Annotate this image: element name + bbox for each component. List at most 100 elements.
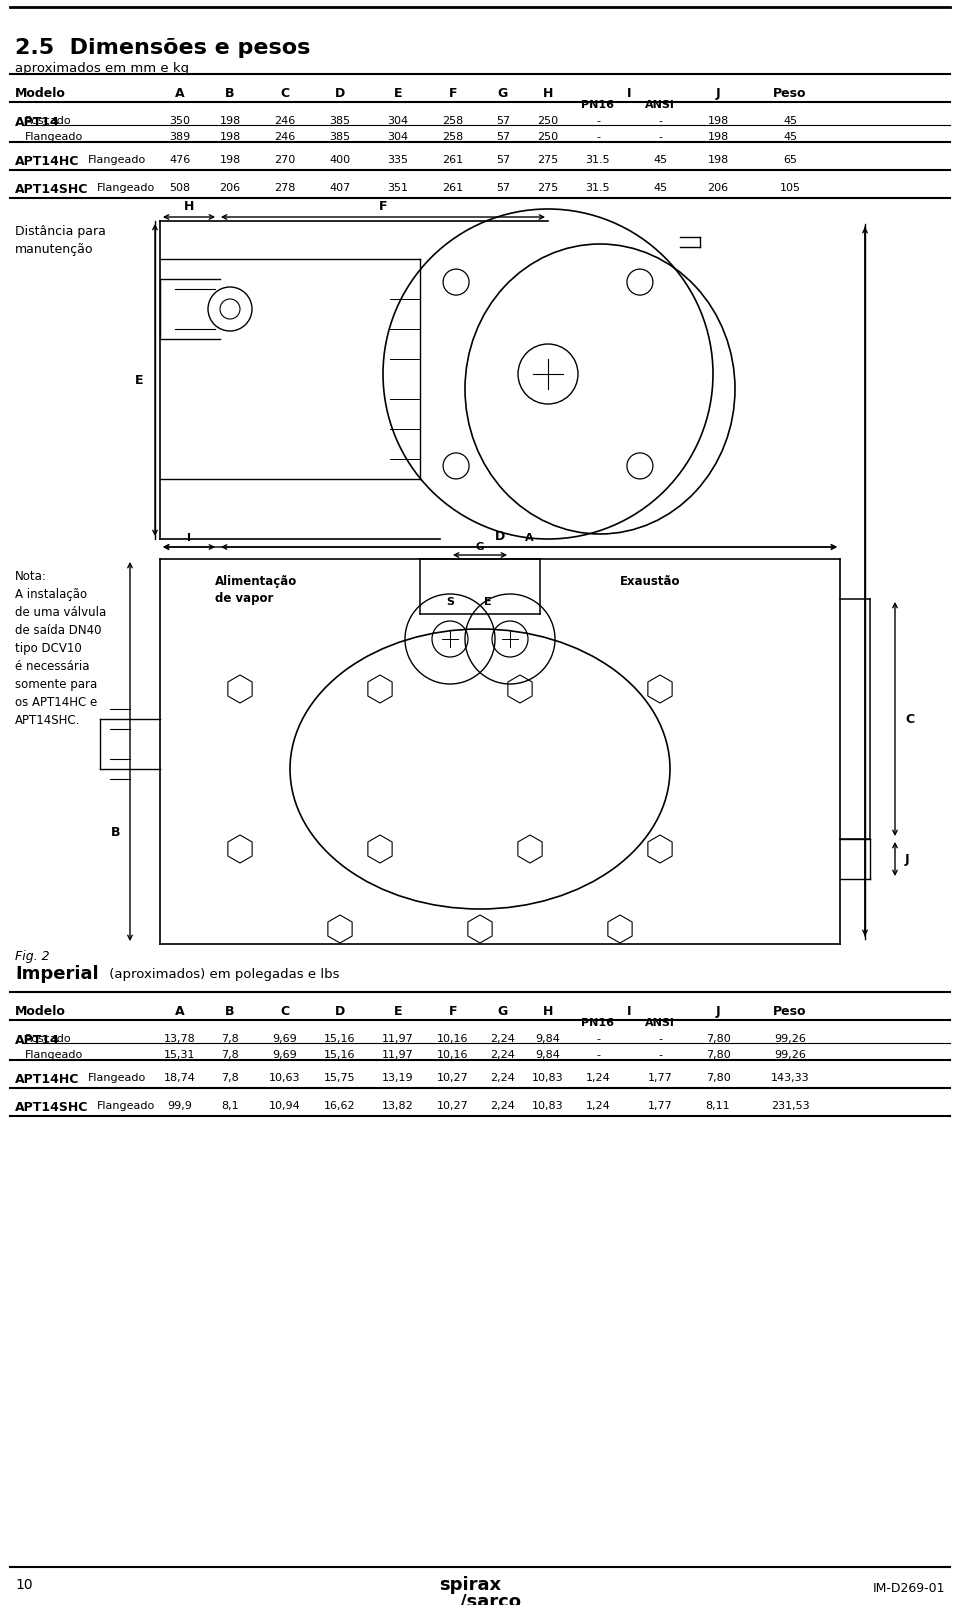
Text: H: H: [542, 87, 553, 100]
Text: 15,16: 15,16: [324, 1034, 356, 1043]
Text: -: -: [658, 1034, 662, 1043]
Text: 45: 45: [783, 132, 797, 141]
Text: 15,31: 15,31: [164, 1050, 196, 1059]
Text: 2,24: 2,24: [491, 1050, 516, 1059]
Text: F: F: [448, 87, 457, 100]
Text: APT14SHC: APT14SHC: [15, 1101, 88, 1114]
Text: 7,80: 7,80: [706, 1072, 731, 1082]
Text: 198: 198: [220, 132, 241, 141]
Text: 275: 275: [538, 183, 559, 193]
Text: 9,84: 9,84: [536, 1034, 561, 1043]
Text: I: I: [187, 533, 191, 542]
Text: 9,69: 9,69: [273, 1050, 298, 1059]
Text: 10,83: 10,83: [532, 1101, 564, 1111]
Text: B: B: [226, 1005, 235, 1018]
Text: H: H: [183, 201, 194, 213]
Text: Exaustão: Exaustão: [620, 575, 681, 587]
Text: Flangeado: Flangeado: [97, 1101, 156, 1111]
Text: Roscado: Roscado: [25, 116, 72, 125]
Text: 57: 57: [496, 132, 510, 141]
Text: Peso: Peso: [773, 1005, 806, 1018]
Text: PN16: PN16: [582, 100, 614, 109]
Text: 270: 270: [275, 156, 296, 165]
Text: 7,80: 7,80: [706, 1034, 731, 1043]
Text: 385: 385: [329, 116, 350, 125]
Text: 385: 385: [329, 132, 350, 141]
Text: J: J: [905, 852, 910, 867]
Text: Flangeado: Flangeado: [88, 156, 146, 165]
Text: F: F: [379, 201, 387, 213]
Text: 99,26: 99,26: [774, 1050, 806, 1059]
Text: 9,84: 9,84: [536, 1050, 561, 1059]
Text: 1,24: 1,24: [586, 1072, 611, 1082]
Text: 143,33: 143,33: [771, 1072, 809, 1082]
Text: Peso: Peso: [773, 87, 806, 100]
Text: 16,62: 16,62: [324, 1101, 356, 1111]
Text: A: A: [175, 87, 185, 100]
Text: APT14SHC: APT14SHC: [15, 183, 88, 196]
Text: 304: 304: [388, 116, 409, 125]
Text: Fig. 2: Fig. 2: [15, 950, 50, 963]
Text: 198: 198: [220, 156, 241, 165]
Text: 275: 275: [538, 156, 559, 165]
Text: -: -: [658, 116, 662, 125]
Text: 10,16: 10,16: [437, 1050, 468, 1059]
Text: -: -: [658, 1050, 662, 1059]
Text: 9,69: 9,69: [273, 1034, 298, 1043]
Text: Distância para
manutenção: Distância para manutenção: [15, 225, 106, 255]
Text: ANSI: ANSI: [645, 100, 675, 109]
Text: 57: 57: [496, 156, 510, 165]
Text: 1,77: 1,77: [648, 1101, 672, 1111]
Text: 7,8: 7,8: [221, 1050, 239, 1059]
Text: 11,97: 11,97: [382, 1050, 414, 1059]
Text: Roscado: Roscado: [25, 1034, 72, 1043]
Text: D: D: [335, 87, 346, 100]
Text: J: J: [716, 1005, 720, 1018]
Text: 45: 45: [653, 183, 667, 193]
Text: 231,53: 231,53: [771, 1101, 809, 1111]
Text: 258: 258: [443, 116, 464, 125]
Text: B: B: [110, 825, 120, 838]
Text: 400: 400: [329, 156, 350, 165]
Text: E: E: [394, 1005, 402, 1018]
Text: APT14HC: APT14HC: [15, 156, 80, 169]
Text: Imperial: Imperial: [15, 965, 99, 982]
Text: S: S: [446, 597, 454, 607]
Text: Flangeado: Flangeado: [97, 183, 156, 193]
Text: Flangeado: Flangeado: [25, 132, 84, 141]
Text: 10,27: 10,27: [437, 1101, 468, 1111]
Text: G: G: [498, 87, 508, 100]
Text: I: I: [627, 87, 632, 100]
Text: 508: 508: [169, 183, 191, 193]
Text: 258: 258: [443, 132, 464, 141]
Text: 7,8: 7,8: [221, 1072, 239, 1082]
Text: 13,78: 13,78: [164, 1034, 196, 1043]
Text: 10: 10: [15, 1578, 33, 1591]
Text: 18,74: 18,74: [164, 1072, 196, 1082]
Text: 99,26: 99,26: [774, 1034, 806, 1043]
Text: J: J: [716, 87, 720, 100]
Text: Modelo: Modelo: [15, 1005, 66, 1018]
Text: APT14: APT14: [15, 1034, 60, 1046]
Text: 31.5: 31.5: [586, 183, 611, 193]
Text: 7,8: 7,8: [221, 1034, 239, 1043]
Text: 15,75: 15,75: [324, 1072, 356, 1082]
Text: G: G: [498, 1005, 508, 1018]
Text: 45: 45: [653, 156, 667, 165]
Text: IM-D269-01: IM-D269-01: [873, 1581, 945, 1594]
Text: D: D: [335, 1005, 346, 1018]
Text: E: E: [394, 87, 402, 100]
Text: 261: 261: [443, 156, 464, 165]
Text: APT14HC: APT14HC: [15, 1072, 80, 1085]
Text: (aproximados) em polegadas e lbs: (aproximados) em polegadas e lbs: [105, 968, 340, 981]
Text: 335: 335: [388, 156, 409, 165]
Text: 389: 389: [169, 132, 191, 141]
Text: -: -: [596, 132, 600, 141]
Text: C: C: [280, 1005, 290, 1018]
Text: /sarco: /sarco: [460, 1592, 520, 1605]
Text: 65: 65: [783, 156, 797, 165]
Text: 2,24: 2,24: [491, 1072, 516, 1082]
Text: 2,24: 2,24: [491, 1101, 516, 1111]
Text: -: -: [596, 116, 600, 125]
Text: H: H: [542, 1005, 553, 1018]
